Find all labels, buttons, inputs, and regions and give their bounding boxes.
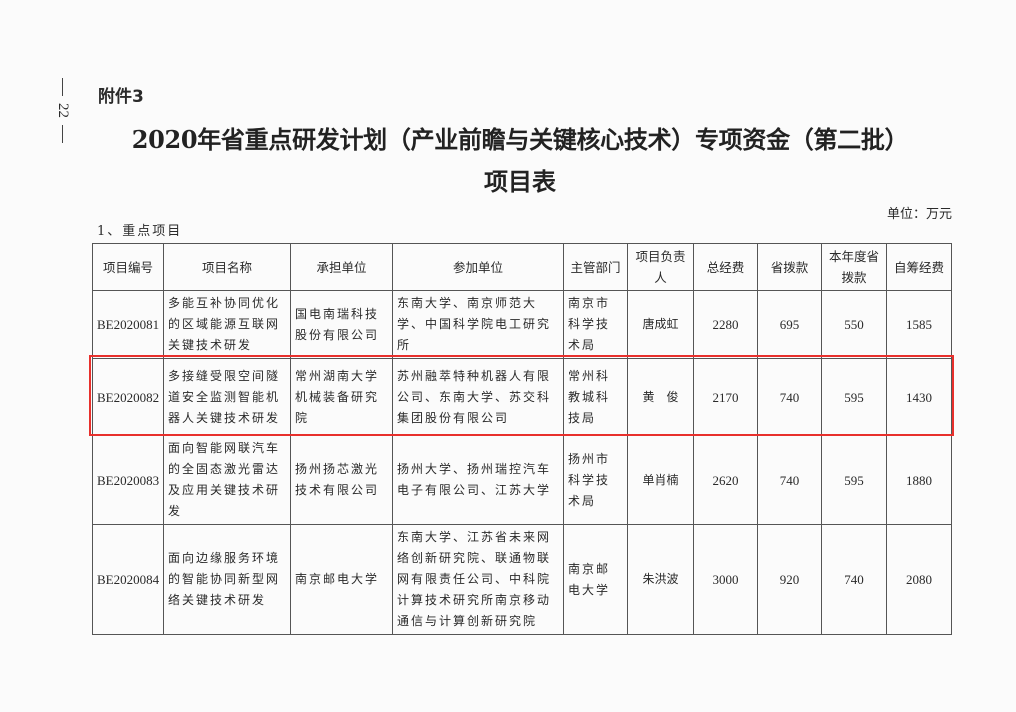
table-cell: 550 (821, 290, 887, 359)
table-row: BE2020082 多接缝受限空间隧道安全监测智能机器人关键技术研发 常州湖南大学机… (92, 358, 952, 436)
table-cell: 740 (757, 358, 822, 436)
table-cell: BE2020081 (92, 290, 164, 359)
unit-label: 单位：万元 (886, 207, 952, 222)
page-title-line2: 项目表 (484, 167, 556, 196)
column-header: 项目名称 (163, 243, 291, 291)
table-cell: BE2020083 (92, 435, 164, 525)
table-cell: 朱洪波 (627, 524, 694, 635)
table-row: BE2020081 多能互补协同优化的区域能源互联网关键技术研发 国电南瑞科技股份有… (92, 290, 952, 359)
table-cell: 595 (821, 435, 887, 525)
table-cell: 多接缝受限空间隧道安全监测智能机器人关键技术研发 (163, 358, 291, 436)
column-header: 参加单位 (392, 243, 564, 291)
table-cell: BE2020082 (92, 358, 164, 436)
page-title: 2020年省重点研发计划（产业前瞻与关键核心技术）专项资金（第二批） (131, 125, 909, 154)
table-cell: 2170 (693, 358, 758, 436)
table-cell: 2620 (693, 435, 758, 525)
section-heading: 1、重点项目 (97, 224, 183, 239)
column-header: 省拨款 (757, 243, 822, 291)
table-cell: 扬州扬芯激光技术有限公司 (290, 435, 393, 525)
column-header: 承担单位 (290, 243, 393, 291)
table-cell: 1880 (886, 435, 952, 525)
table-cell: 扬州市科学技术局 (563, 435, 628, 525)
table-cell: 常州湖南大学机械装备研究院 (290, 358, 393, 436)
column-header: 项目负责人 (627, 243, 694, 291)
table-cell: 多能互补协同优化的区域能源互联网关键技术研发 (163, 290, 291, 359)
dash-divider (61, 125, 63, 143)
table-cell: 东南大学、江苏省未来网络创新研究院、联通物联网有限责任公司、中科院计算技术研究所… (392, 524, 564, 635)
table-cell: 单肖楠 (627, 435, 694, 525)
column-header: 项目编号 (92, 243, 164, 291)
table-cell: 3000 (693, 524, 758, 635)
table-cell: 扬州大学、扬州瑞控汽车电子有限公司、江苏大学 (392, 435, 564, 525)
table-cell: 2080 (886, 524, 952, 635)
table-cell: 黄 俊 (627, 358, 694, 436)
table-cell: 常州科教城科技局 (563, 358, 628, 436)
dash-divider (61, 78, 63, 96)
attachment-label: 附件3 (98, 87, 144, 107)
column-header: 自筹经费 (886, 243, 952, 291)
page-number-text: 22 (54, 103, 71, 118)
table-cell: 唐成虹 (627, 290, 694, 359)
table-cell: 东南大学、南京师范大学、中国科学院电工研究所 (392, 290, 564, 359)
column-header: 本年度省拨款 (821, 243, 887, 291)
table-row: BE2020083 面向智能网联汽车的全固态激光雷达及应用关键技术研发 扬州扬芯激光… (92, 435, 952, 525)
table-cell: 920 (757, 524, 822, 635)
table-row: BE2020084 面向边缘服务环境的智能协同新型网络关键技术研发 南京邮电大学 东南… (92, 524, 952, 635)
table-cell: 1585 (886, 290, 952, 359)
table-cell: BE2020084 (92, 524, 164, 635)
table-cell: 南京市科学技术局 (563, 290, 628, 359)
table-cell: 740 (757, 435, 822, 525)
table-cell: 面向智能网联汽车的全固态激光雷达及应用关键技术研发 (163, 435, 291, 525)
table-cell: 740 (821, 524, 887, 635)
column-header: 主管部门 (563, 243, 628, 291)
table-cell: 面向边缘服务环境的智能协同新型网络关键技术研发 (163, 524, 291, 635)
table-cell: 南京邮电大学 (290, 524, 393, 635)
table-cell: 595 (821, 358, 887, 436)
table-header-row: 项目编号 项目名称 承担单位 参加单位 主管部门 项目负责人 总经费 省拨款 本年度省拨款 自筹经… (92, 243, 952, 291)
table-cell: 1430 (886, 358, 952, 436)
table-cell: 南京邮电大学 (563, 524, 628, 635)
column-header: 总经费 (693, 243, 758, 291)
project-table: 项目编号 项目名称 承担单位 参加单位 主管部门 项目负责人 总经费 省拨款 本年度省拨款 自筹经… (92, 243, 952, 635)
table-cell: 苏州融萃特种机器人有限公司、东南大学、苏交科集团股份有限公司 (392, 358, 564, 436)
table-cell: 695 (757, 290, 822, 359)
table-cell: 国电南瑞科技股份有限公司 (290, 290, 393, 359)
page-number: 22 (50, 78, 74, 148)
table-cell: 2280 (693, 290, 758, 359)
